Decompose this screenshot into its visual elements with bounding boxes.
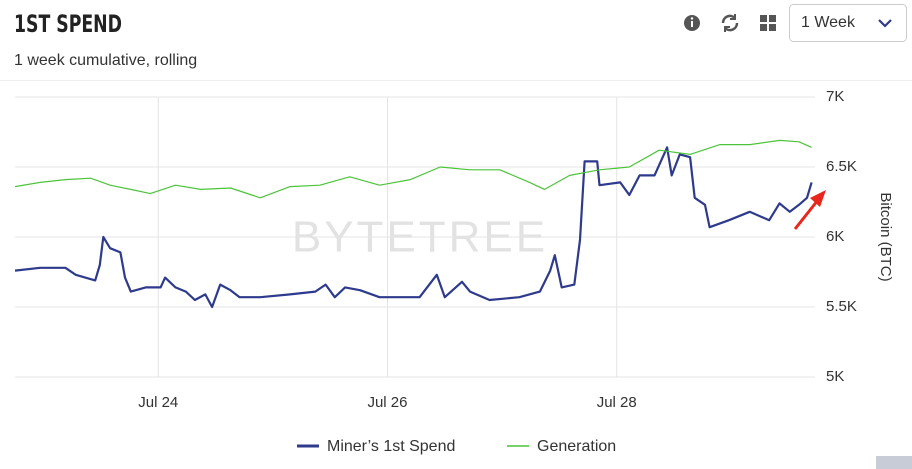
y-tick-label: 6K (826, 228, 844, 245)
title: 1ST SPEND (14, 10, 122, 38)
y-axis-title: Bitcoin (BTC) (877, 192, 894, 281)
legend-item[interactable]: Generation (507, 438, 616, 455)
y-tick-label: 5.5K (826, 298, 857, 315)
x-tick-label: Jul 28 (597, 394, 637, 411)
y-tick-label: 5K (826, 368, 844, 385)
refresh-icon[interactable] (721, 14, 739, 32)
y-tick-label: 6.5K (826, 158, 857, 175)
legend-label: Miner’s 1st Spend (327, 438, 455, 455)
legend-item[interactable]: Miner’s 1st Spend (297, 438, 455, 455)
series-line (14, 146, 813, 309)
series-line (14, 139, 812, 199)
x-tick-label: Jul 26 (367, 394, 407, 411)
subtitle: 1 week cumulative, rolling (14, 52, 197, 69)
y-tick-label: 7K (826, 88, 844, 105)
plot-area: 5K 5.5K 6K 6.5K 7K Jul 24 Jul 26 Jul 28 (14, 88, 857, 411)
annotation-arrow (793, 199, 820, 230)
x-tick-label: Jul 24 (138, 394, 178, 411)
range-value: 1 Week (801, 14, 856, 31)
info-icon[interactable] (684, 15, 700, 31)
layout-icon[interactable] (760, 15, 776, 31)
legend-label: Generation (537, 438, 616, 455)
corner-button[interactable] (876, 456, 912, 469)
annotation-arrowhead (810, 190, 826, 207)
range-dropdown[interactable]: 1 Week (789, 4, 907, 42)
